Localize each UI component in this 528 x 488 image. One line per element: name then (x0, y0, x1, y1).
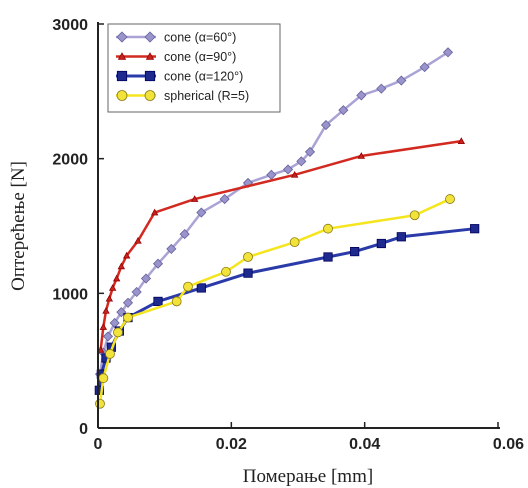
data-point-diamond (304, 146, 316, 157)
x-tick-label: 0 (94, 436, 103, 453)
legend-label: cone (α=120°) (164, 70, 243, 84)
data-point-square (153, 296, 163, 307)
data-point-diamond (266, 169, 277, 180)
data-point-circle (144, 90, 156, 101)
x-tick-label: 0.06 (493, 436, 524, 453)
data-point-triangle (117, 262, 126, 270)
data-point-diamond (166, 243, 177, 254)
series-layer (94, 47, 480, 409)
series-circle (95, 194, 455, 409)
data-point-diamond (442, 47, 454, 58)
data-point-diamond (122, 297, 134, 308)
data-point-triangle (112, 274, 121, 282)
data-point-triangle (96, 346, 105, 353)
data-point-circle (171, 296, 182, 307)
data-point-diamond (320, 119, 332, 131)
data-point-diamond (376, 83, 387, 94)
data-point-square (116, 70, 128, 82)
data-point-square (376, 238, 386, 249)
data-point-triangle (117, 52, 127, 60)
legend-item: cone (α=120°) (116, 70, 243, 84)
data-point-diamond (219, 194, 230, 205)
data-point-diamond (396, 75, 407, 86)
x-tick-label: 0.02 (216, 436, 247, 453)
data-point-circle (98, 373, 109, 384)
legend-label: spherical (R=5) (164, 89, 249, 103)
data-point-diamond (356, 90, 367, 101)
legend-box (107, 23, 281, 113)
data-point-diamond (116, 31, 128, 43)
data-point-triangle (99, 323, 108, 330)
data-point-circle (243, 252, 253, 262)
legend-item: cone (α=90°) (116, 50, 236, 64)
data-point-diamond (282, 164, 294, 175)
data-point-diamond (179, 229, 190, 240)
data-point-triangle (290, 170, 299, 178)
data-point-diamond (419, 62, 430, 73)
data-point-square (144, 70, 156, 82)
legend-item: cone (α=60°) (116, 31, 236, 45)
data-point-circle (116, 90, 128, 101)
data-point-square (350, 246, 360, 257)
data-point-diamond (102, 331, 114, 342)
data-point-circle (409, 210, 420, 221)
axes (97, 22, 500, 429)
y-tick-label: 0 (79, 421, 88, 438)
data-point-triangle (145, 52, 155, 60)
x-axis-label: Померање [mm] (243, 466, 373, 487)
data-point-square (94, 385, 104, 395)
data-point-square (470, 224, 480, 234)
data-point-triangle (150, 208, 159, 216)
data-point-circle (95, 398, 105, 409)
ticks: 0 0.02 0.04 0.06 0 1000 2000 3000 (52, 17, 524, 453)
data-point-circle (323, 223, 333, 234)
legend-item: spherical (R=5) (116, 89, 249, 103)
series-triangle (96, 137, 466, 353)
data-point-diamond (109, 317, 120, 329)
y-tick-label: 1000 (52, 286, 88, 303)
data-point-diamond (338, 105, 349, 116)
data-point-triangle (102, 306, 110, 314)
data-point-square (196, 283, 206, 293)
y-axis-label: Оптерећење [N] (8, 161, 29, 291)
data-point-diamond (131, 286, 142, 298)
data-point-diamond (196, 207, 207, 218)
data-point-circle (289, 237, 300, 248)
data-point-circle (183, 281, 193, 292)
data-point-triangle (457, 137, 466, 144)
legend: cone (α=60°) cone (α=90°) cone (α=120°) sph… (107, 23, 281, 113)
data-point-circle (445, 194, 455, 204)
y-tick-label: 2000 (52, 152, 88, 169)
x-tick-label: 0.04 (349, 436, 380, 453)
data-point-diamond (152, 258, 164, 269)
data-point-diamond (140, 273, 152, 284)
data-point-triangle (105, 294, 114, 302)
data-point-triangle (357, 152, 366, 159)
data-point-triangle (190, 195, 199, 202)
data-point-triangle (108, 284, 117, 291)
data-point-circle (123, 312, 133, 323)
legend-label: cone (α=60°) (164, 31, 236, 45)
data-point-square (243, 268, 253, 278)
data-point-diamond (144, 31, 156, 43)
data-point-square (396, 232, 406, 242)
data-point-square (323, 252, 333, 262)
data-point-triangle (122, 251, 131, 259)
data-point-circle (221, 266, 231, 277)
y-tick-label: 3000 (52, 17, 88, 34)
data-point-diamond (296, 156, 307, 167)
data-point-circle (105, 349, 115, 359)
legend-label: cone (α=90°) (164, 50, 236, 64)
data-point-circle (113, 327, 123, 338)
series-line (98, 197, 451, 404)
data-point-triangle (134, 236, 142, 244)
